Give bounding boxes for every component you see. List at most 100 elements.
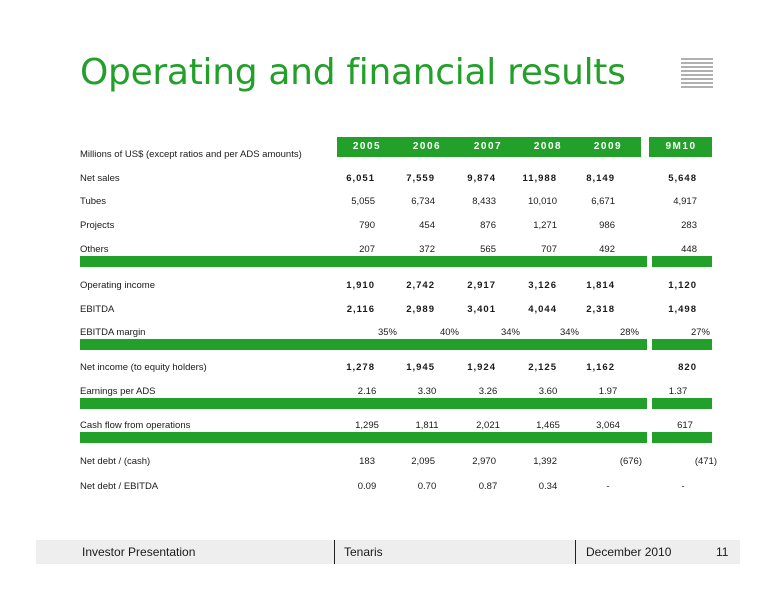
footer-company-label: Tenaris xyxy=(344,545,383,559)
table-row: Operating income 1,910 2,742 2,917 3,126… xyxy=(0,278,776,294)
cell-value: 3.60 xyxy=(538,386,558,397)
table-row: Projects 790 454 876 1,271 986 283 xyxy=(0,218,776,234)
cell-value: 2,318 xyxy=(586,304,615,315)
table-row: Earnings per ADS 2.16 3.30 3.26 3.60 1.9… xyxy=(0,384,776,400)
cell-value: 183 xyxy=(359,456,375,467)
cell-value: (676) xyxy=(619,456,642,467)
cell-value: 27% xyxy=(690,327,710,338)
cell-value: 0.09 xyxy=(357,481,377,492)
row-label: Earnings per ADS xyxy=(80,386,156,397)
cell-value: 0.34 xyxy=(538,481,558,492)
row-label: EBITDA xyxy=(80,304,115,315)
cell-value: 1,945 xyxy=(406,362,435,373)
cell-value: 2,125 xyxy=(528,362,557,373)
row-label: Net debt / EBITDA xyxy=(80,481,159,492)
table-row: Net debt / EBITDA 0.09 0.70 0.87 0.34 - … xyxy=(0,479,776,495)
cell-value: 1,924 xyxy=(467,362,496,373)
table-row: Cash flow from operations 1,295 1,811 2,… xyxy=(0,418,776,434)
cell-value: 8,433 xyxy=(472,196,496,207)
cell-value: 3,401 xyxy=(467,304,496,315)
cell-value: 372 xyxy=(419,244,435,255)
cell-value: 986 xyxy=(599,220,615,231)
cell-value: 9,874 xyxy=(467,173,496,184)
col-header-2008: 2008 xyxy=(533,141,563,152)
cell-value: 3.26 xyxy=(478,386,498,397)
cell-value: (471) xyxy=(694,456,717,467)
row-label: Net debt / (cash) xyxy=(80,456,151,467)
cell-value: 5,055 xyxy=(351,196,375,207)
cell-value: 6,051 xyxy=(346,173,375,184)
cell-value: 876 xyxy=(480,220,496,231)
row-label: Others xyxy=(80,244,109,255)
cell-value: 6,734 xyxy=(411,196,435,207)
cell-value: 3.30 xyxy=(417,386,437,397)
cell-value: 2,021 xyxy=(476,420,500,431)
table-row: Net income (to equity holders) 1,278 1,9… xyxy=(0,360,776,376)
col-header-2006: 2006 xyxy=(412,141,442,152)
cell-value: 1,271 xyxy=(533,220,557,231)
cell-value: 1,120 xyxy=(668,280,697,291)
cell-value: 3,064 xyxy=(596,420,620,431)
cell-value: 2,742 xyxy=(406,280,435,291)
footer-date-label: December 2010 xyxy=(586,545,672,559)
cell-value: 1,295 xyxy=(355,420,379,431)
cell-value: 492 xyxy=(599,244,615,255)
cell-value: 207 xyxy=(359,244,375,255)
cell-value: 2,970 xyxy=(472,456,496,467)
separator-bar xyxy=(80,256,712,267)
cell-value: 1,392 xyxy=(533,456,557,467)
cell-value: 11,988 xyxy=(522,173,557,184)
table-row: Net sales 6,051 7,559 9,874 11,988 8,149… xyxy=(0,171,776,187)
cell-value: - xyxy=(606,481,610,492)
row-label: Operating income xyxy=(80,280,155,291)
cell-value: 40% xyxy=(439,327,459,338)
cell-value: 34% xyxy=(559,327,579,338)
footer-bar: Investor Presentation Tenaris December 2… xyxy=(36,540,740,564)
cell-value: 1.97 xyxy=(598,386,618,397)
separator-bar xyxy=(80,432,712,443)
col-header-2007: 2007 xyxy=(473,141,503,152)
cell-value: 790 xyxy=(359,220,375,231)
col-header-9m10: 9M10 xyxy=(665,141,697,152)
cell-value: 0.70 xyxy=(417,481,437,492)
cell-value: 565 xyxy=(480,244,496,255)
separator-bar xyxy=(80,398,712,409)
table-row: EBITDA margin 35% 40% 34% 34% 28% 27% xyxy=(0,325,776,341)
cell-value: 0.87 xyxy=(478,481,498,492)
cell-value: 7,559 xyxy=(406,173,435,184)
cell-value: 448 xyxy=(681,244,697,255)
cell-value: 1,162 xyxy=(586,362,615,373)
cell-value: 617 xyxy=(677,420,693,431)
cell-value: 2.16 xyxy=(357,386,377,397)
cell-value: 1,811 xyxy=(415,420,439,431)
cell-value: 1,278 xyxy=(346,362,375,373)
row-label: Net income (to equity holders) xyxy=(80,362,207,373)
cell-value: 28% xyxy=(619,327,639,338)
cell-value: 4,044 xyxy=(528,304,557,315)
cell-value: 3,126 xyxy=(528,280,557,291)
cell-value: 2,116 xyxy=(346,304,375,315)
cell-value: 283 xyxy=(681,220,697,231)
table-row: Tubes 5,055 6,734 8,433 10,010 6,671 4,9… xyxy=(0,194,776,210)
header-bar-9m10 xyxy=(649,137,712,157)
cell-value: 707 xyxy=(541,244,557,255)
table-row: EBITDA 2,116 2,989 3,401 4,044 2,318 1,4… xyxy=(0,302,776,318)
cell-value: 6,671 xyxy=(591,196,615,207)
cell-value: 2,095 xyxy=(411,456,435,467)
row-label: Cash flow from operations xyxy=(80,420,191,431)
footer-divider xyxy=(334,540,335,564)
cell-value: 1.37 xyxy=(668,386,688,397)
cell-value: 820 xyxy=(678,362,697,373)
table-row: Net debt / (cash) 183 2,095 2,970 1,392 … xyxy=(0,454,776,470)
footer-divider xyxy=(575,540,576,564)
row-label: Projects xyxy=(80,220,115,231)
table-row: Others 207 372 565 707 492 448 xyxy=(0,242,776,258)
page-number: 11 xyxy=(716,545,729,559)
cell-value: 34% xyxy=(500,327,520,338)
cell-value: 10,010 xyxy=(527,196,557,207)
row-label: Net sales xyxy=(80,173,120,184)
footer-presentation-label: Investor Presentation xyxy=(82,545,196,559)
striped-logo-icon xyxy=(681,58,713,92)
cell-value: 1,910 xyxy=(346,280,375,291)
col-header-2005: 2005 xyxy=(352,141,382,152)
